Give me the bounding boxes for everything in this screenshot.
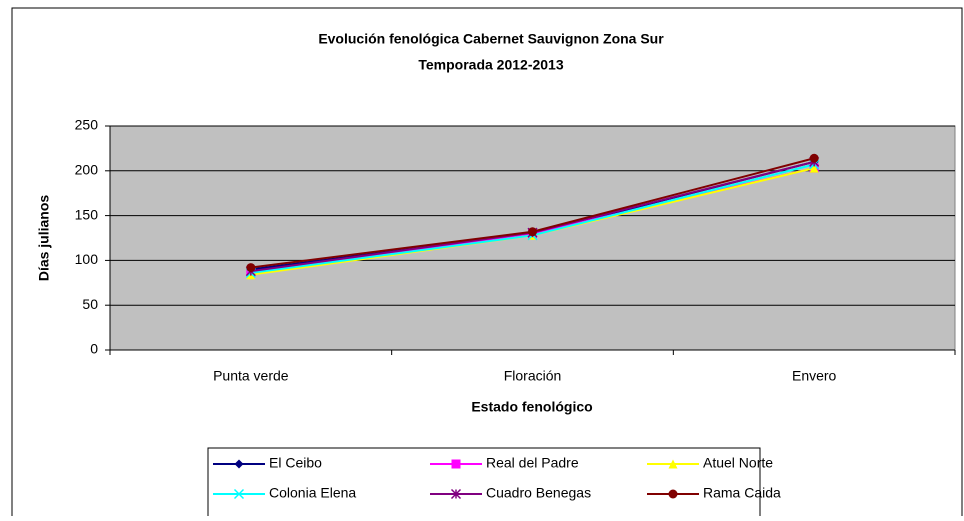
y-tick-label: 100 <box>75 251 99 267</box>
marker <box>668 459 678 469</box>
marker <box>246 263 256 273</box>
chart-subtitle: Temporada 2012-2013 <box>418 57 563 73</box>
y-tick-label: 200 <box>75 162 99 178</box>
marker <box>809 153 819 163</box>
marker <box>451 459 461 469</box>
marker <box>809 163 819 173</box>
x-tick-label: Punta verde <box>213 368 289 384</box>
legend-label: Colonia Elena <box>269 485 356 501</box>
x-tick-label: Floración <box>504 368 562 384</box>
marker <box>234 459 244 469</box>
legend-label: Real del Padre <box>486 455 579 471</box>
chart-title: Evolución fenológica Cabernet Sauvignon … <box>318 31 664 47</box>
legend-label: Atuel Norte <box>703 455 773 471</box>
y-axis-label: Días julianos <box>36 195 52 282</box>
y-tick-label: 50 <box>82 296 98 312</box>
y-tick-label: 250 <box>75 117 99 133</box>
x-axis-label: Estado fenológico <box>471 399 592 415</box>
marker <box>668 489 678 499</box>
marker <box>528 227 537 237</box>
legend-label: Rama Caida <box>703 485 781 501</box>
y-tick-label: 0 <box>90 341 98 357</box>
marker <box>450 488 462 500</box>
legend-label: El Ceibo <box>269 455 322 471</box>
legend-label: Cuadro Benegas <box>486 485 591 501</box>
x-tick-label: Envero <box>792 368 837 384</box>
marker <box>233 488 245 500</box>
y-tick-label: 150 <box>75 206 99 222</box>
